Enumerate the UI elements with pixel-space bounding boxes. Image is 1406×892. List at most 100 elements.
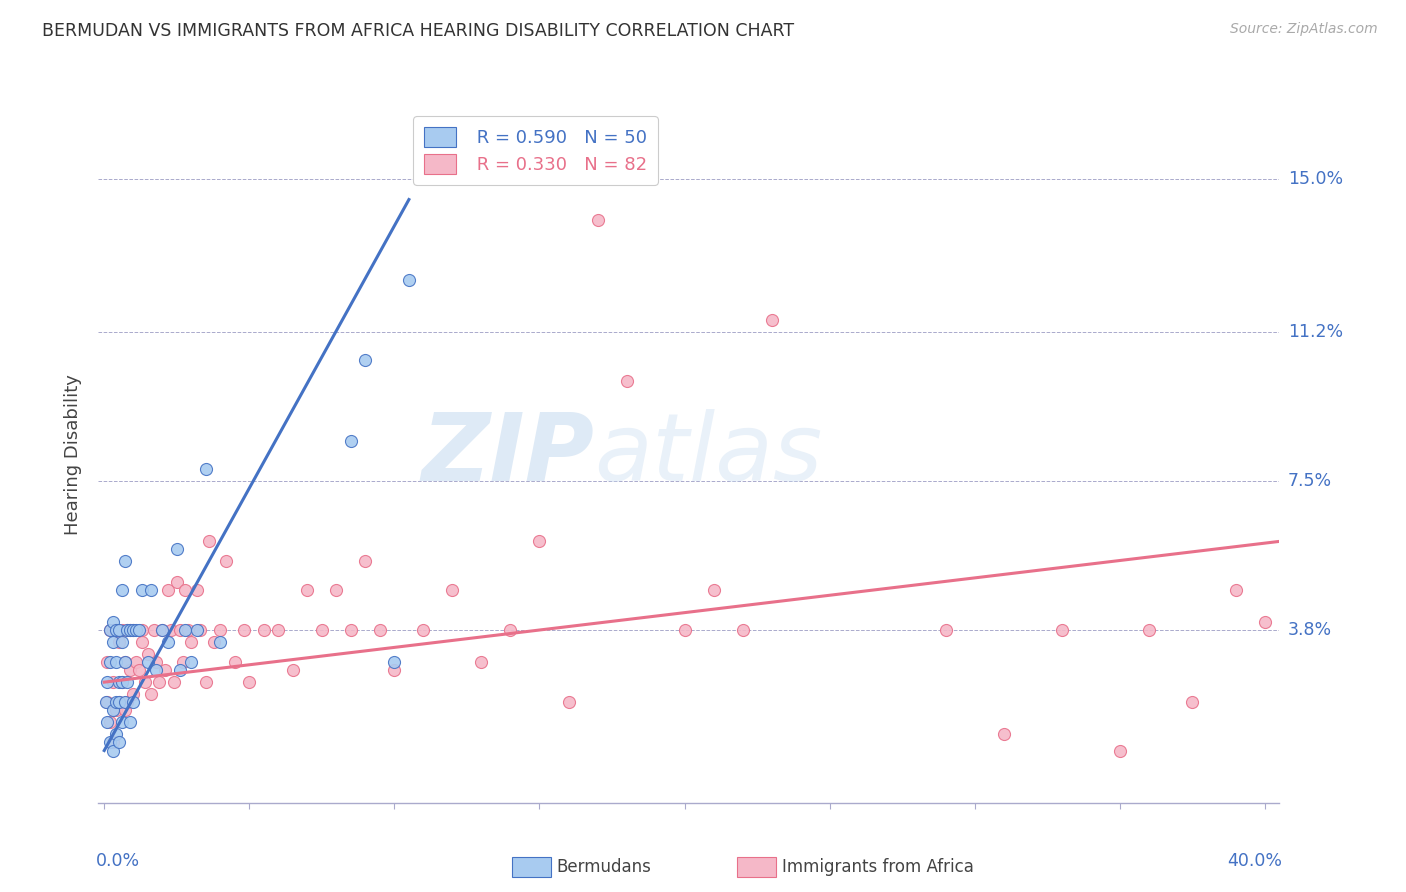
Text: Immigrants from Africa: Immigrants from Africa	[782, 858, 973, 876]
Point	[111, 675, 134, 690]
Point	[120, 623, 142, 637]
Text: 15.0%: 15.0%	[1288, 170, 1343, 188]
Text: ZIP: ZIP	[422, 409, 595, 501]
Point	[160, 623, 183, 637]
Point	[148, 675, 170, 690]
Point	[131, 635, 153, 649]
Point	[114, 703, 136, 717]
Text: 0.0%: 0.0%	[96, 852, 141, 870]
Point	[107, 623, 129, 637]
Point	[117, 695, 139, 709]
Point	[281, 663, 304, 677]
Point	[441, 582, 464, 597]
Point	[384, 655, 406, 669]
Point	[120, 623, 142, 637]
Text: 40.0%: 40.0%	[1227, 852, 1282, 870]
Point	[166, 574, 188, 589]
Point	[139, 582, 162, 597]
Point	[114, 695, 136, 709]
Point	[398, 273, 420, 287]
Point	[224, 655, 246, 669]
Point	[557, 695, 579, 709]
Point	[1137, 623, 1160, 637]
Point	[177, 623, 200, 637]
Point	[157, 582, 180, 597]
Point	[412, 623, 434, 637]
Point	[297, 582, 319, 597]
Point	[104, 695, 127, 709]
Point	[114, 554, 136, 568]
Text: BERMUDAN VS IMMIGRANTS FROM AFRICA HEARING DISABILITY CORRELATION CHART: BERMUDAN VS IMMIGRANTS FROM AFRICA HEARI…	[42, 22, 794, 40]
Y-axis label: Hearing Disability: Hearing Disability	[65, 375, 83, 535]
Point	[98, 623, 121, 637]
Point	[122, 687, 145, 701]
Point	[145, 655, 167, 669]
Point	[120, 715, 142, 730]
Point	[111, 715, 134, 730]
Point	[114, 655, 136, 669]
Point	[470, 655, 492, 669]
Point	[96, 715, 118, 730]
Point	[253, 623, 276, 637]
Point	[122, 623, 145, 637]
Point	[169, 663, 191, 677]
Point	[101, 703, 124, 717]
Point	[186, 582, 208, 597]
Point	[101, 615, 124, 629]
Point	[529, 534, 551, 549]
Point	[616, 374, 638, 388]
Point	[101, 735, 124, 749]
Point	[98, 655, 121, 669]
Point	[114, 655, 136, 669]
Point	[340, 623, 363, 637]
Point	[104, 727, 127, 741]
Point	[153, 663, 176, 677]
Point	[98, 623, 121, 637]
Point	[107, 695, 129, 709]
Text: Bermudans: Bermudans	[557, 858, 651, 876]
Point	[101, 675, 124, 690]
Point	[169, 623, 191, 637]
Point	[104, 655, 127, 669]
Point	[703, 582, 725, 597]
Point	[145, 663, 167, 677]
Point	[128, 623, 150, 637]
Point	[1050, 623, 1073, 637]
Point	[935, 623, 957, 637]
Point	[131, 582, 153, 597]
Point	[150, 623, 173, 637]
Point	[94, 695, 117, 709]
Point	[120, 663, 142, 677]
Point	[180, 635, 202, 649]
Point	[340, 434, 363, 448]
Point	[117, 675, 139, 690]
Point	[180, 655, 202, 669]
Legend:  R = 0.590   N = 50,  R = 0.330   N = 82: R = 0.590 N = 50, R = 0.330 N = 82	[413, 116, 658, 185]
Point	[586, 212, 609, 227]
Point	[209, 623, 232, 637]
Point	[101, 743, 124, 757]
Point	[96, 655, 118, 669]
Text: 7.5%: 7.5%	[1288, 472, 1331, 490]
Point	[107, 735, 129, 749]
Point	[267, 623, 290, 637]
Point	[150, 623, 173, 637]
Point	[142, 623, 165, 637]
Point	[194, 462, 217, 476]
Point	[101, 623, 124, 637]
Text: Source: ZipAtlas.com: Source: ZipAtlas.com	[1230, 22, 1378, 37]
Point	[761, 313, 783, 327]
Point	[136, 655, 159, 669]
Point	[384, 663, 406, 677]
Point	[98, 735, 121, 749]
Point	[139, 687, 162, 701]
Point	[311, 623, 333, 637]
Point	[354, 554, 377, 568]
Point	[98, 715, 121, 730]
Point	[1225, 582, 1247, 597]
Point	[117, 623, 139, 637]
Point	[117, 623, 139, 637]
Point	[111, 675, 134, 690]
Point	[172, 655, 194, 669]
Point	[174, 582, 197, 597]
